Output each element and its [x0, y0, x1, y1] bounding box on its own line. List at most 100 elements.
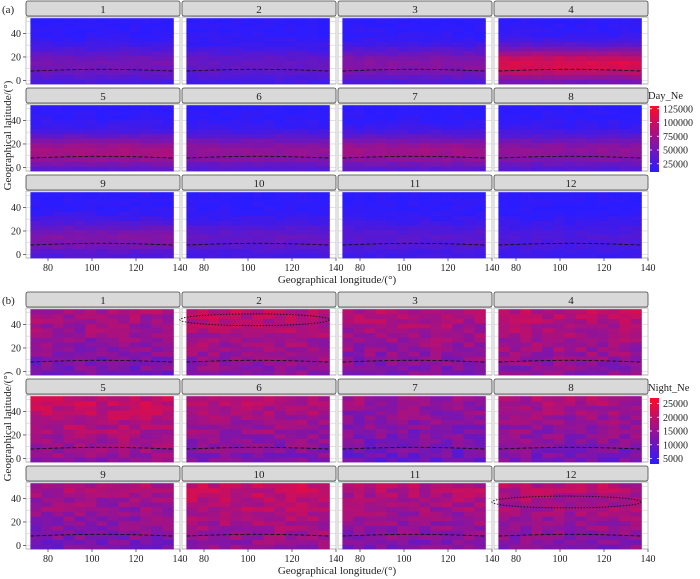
- heatmap-cell: [597, 128, 609, 134]
- heatmap-cell: [52, 27, 64, 33]
- heatmap-cell: [542, 365, 554, 371]
- heatmap: [186, 483, 330, 550]
- heatmap-cell: [553, 365, 565, 371]
- heatmap-cell: [408, 457, 420, 463]
- heatmap-cell: [608, 511, 620, 517]
- heatmap-cell: [608, 346, 620, 352]
- heatmap-cell: [52, 166, 64, 172]
- heatmap-cell: [241, 123, 253, 130]
- heatmap-cell: [463, 429, 475, 435]
- heatmap-cell: [285, 156, 297, 162]
- heatmap-cell: [342, 429, 354, 435]
- heatmap-cell: [107, 138, 119, 144]
- heatmap-cell: [619, 36, 631, 43]
- heatmap-cell: [619, 351, 631, 357]
- heatmap-cell: [118, 414, 130, 421]
- heatmap-cell: [219, 166, 231, 172]
- heatmap-cell: [531, 152, 543, 158]
- heatmap-cell: [408, 196, 420, 202]
- heatmap-cell: [441, 156, 453, 162]
- heatmap-cell: [575, 497, 587, 503]
- heatmap-cell: [285, 161, 297, 167]
- heatmap-cell: [531, 201, 543, 207]
- heatmap-cell: [509, 22, 521, 28]
- heatmap-cell: [307, 539, 319, 545]
- heatmap-cell: [542, 323, 554, 329]
- heatmap-cell: [85, 511, 97, 517]
- heatmap-cell: [285, 360, 297, 366]
- facet-strip: [25, 291, 181, 308]
- heatmap-cell: [241, 332, 253, 338]
- heatmap-cell: [575, 156, 587, 162]
- heatmap-cell: [85, 206, 97, 212]
- heatmap-cell: [509, 414, 521, 421]
- heatmap-cell: [219, 114, 231, 120]
- heatmap-cell: [151, 544, 163, 550]
- heatmap-cell: [375, 337, 387, 343]
- heatmap-cell: [140, 253, 152, 259]
- heatmap-cell: [318, 405, 330, 411]
- heatmap-cell: [408, 438, 420, 444]
- heatmap-cell: [208, 365, 220, 371]
- heatmap-cell: [364, 156, 376, 162]
- heatmap-cell: [430, 234, 442, 240]
- heatmap-cell: [241, 396, 253, 402]
- heatmap-cell: [85, 492, 97, 498]
- heatmap-cell: [263, 123, 275, 130]
- legend-title: Night_Ne: [648, 383, 690, 394]
- heatmap-cell: [85, 447, 97, 453]
- heatmap-cell: [419, 239, 431, 245]
- heatmap-cell: [386, 192, 398, 198]
- facet-strip: [337, 87, 493, 104]
- heatmap-cell: [318, 41, 330, 47]
- heatmap-cell: [296, 206, 308, 212]
- heatmap-cell: [186, 166, 198, 172]
- heatmap-cell: [74, 166, 86, 172]
- heatmap-cell: [186, 109, 198, 115]
- heatmap-cell: [274, 161, 286, 167]
- heatmap-cell: [608, 69, 620, 75]
- heatmap-cell: [107, 525, 119, 531]
- heatmap-cell: [318, 147, 330, 153]
- heatmap-cell: [140, 32, 152, 38]
- heatmap-cell: [208, 342, 220, 348]
- heatmap-cell: [162, 166, 174, 172]
- heatmap-cell: [608, 400, 620, 406]
- heatmap-cell: [219, 201, 231, 207]
- heatmap-cell: [285, 483, 297, 489]
- heatmap-cell: [186, 74, 198, 80]
- heatmap-cell: [364, 253, 376, 259]
- heatmap-cell: [263, 520, 275, 526]
- heatmap-cell: [575, 327, 587, 334]
- heatmap-cell: [342, 253, 354, 259]
- x-tick-label: 140: [641, 263, 656, 274]
- heatmap-cell: [542, 114, 554, 120]
- heatmap-cell: [430, 492, 442, 498]
- heatmap-cell: [296, 400, 308, 406]
- heatmap-cell: [619, 201, 631, 207]
- heatmap-cell: [30, 206, 42, 212]
- heatmap-cell: [107, 342, 119, 348]
- heatmap-cell: [52, 69, 64, 75]
- heatmap-cell: [230, 424, 242, 430]
- heatmap-cell: [430, 356, 442, 362]
- heatmap-cell: [575, 220, 587, 226]
- heatmap-cell: [241, 114, 253, 120]
- heatmap-cell: [553, 447, 565, 453]
- heatmap-cell: [463, 511, 475, 517]
- heatmap-cell: [342, 123, 354, 130]
- heatmap-cell: [107, 313, 119, 319]
- heatmap-cell: [52, 220, 64, 226]
- heatmap-cell: [353, 234, 365, 240]
- heatmap-cell: [364, 60, 376, 66]
- heatmap-cell: [397, 410, 409, 416]
- heatmap-cell: [597, 438, 609, 444]
- heatmap-cell: [118, 18, 130, 24]
- heatmap-cell: [342, 210, 354, 217]
- heatmap-cell: [441, 142, 453, 148]
- heatmap-cell: [586, 419, 598, 425]
- heatmap-cell: [419, 248, 431, 254]
- heatmap-cell: [463, 400, 475, 406]
- heatmap-cell: [509, 443, 521, 449]
